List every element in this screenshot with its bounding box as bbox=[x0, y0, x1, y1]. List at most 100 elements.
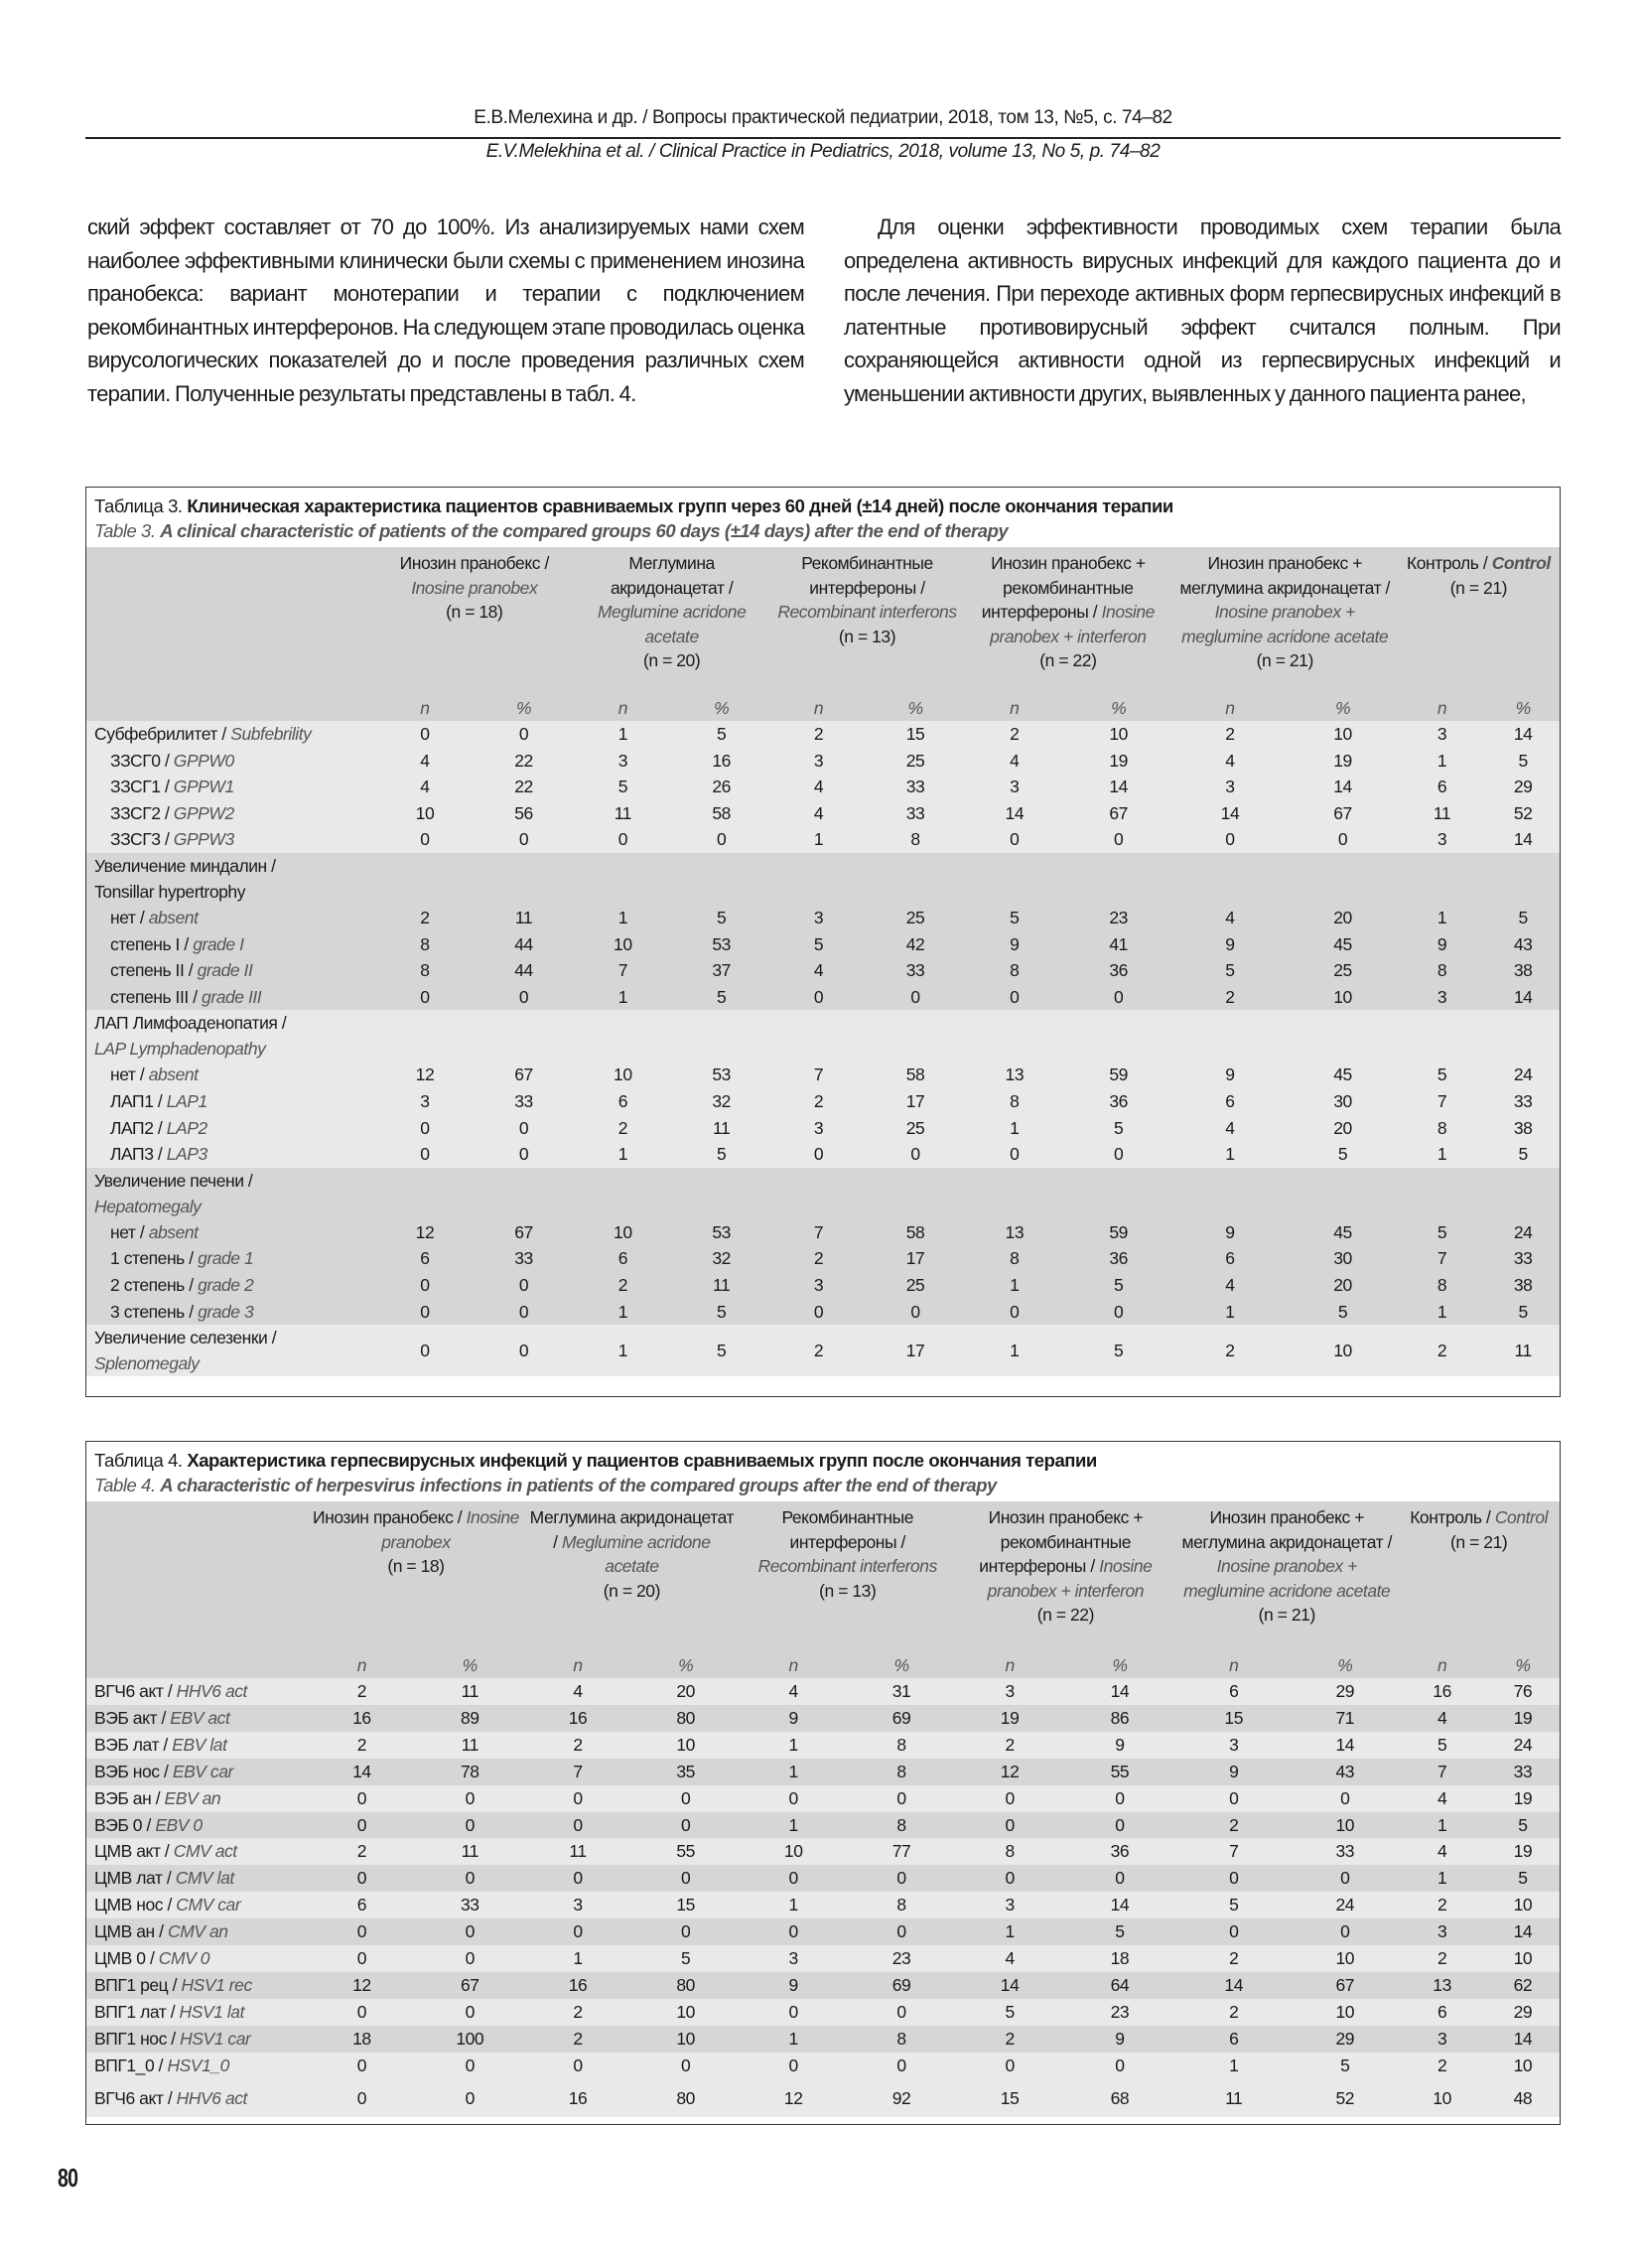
cell-value: 16 bbox=[523, 2078, 632, 2117]
cell-value: 0 bbox=[739, 1998, 848, 2026]
caption-ru: Таблица 3. Клиническая характеристика па… bbox=[94, 494, 1552, 518]
cell-value: 33 bbox=[1485, 1758, 1560, 1785]
cell-value: 100 bbox=[415, 2025, 524, 2053]
cell-value: 5 bbox=[1063, 1918, 1176, 1946]
row-label: нет / absent bbox=[86, 1218, 376, 1246]
row-label-en: absent bbox=[148, 1064, 199, 1085]
cell-value: 80 bbox=[631, 1971, 740, 1999]
caption-label-ru: Таблица 3. bbox=[94, 496, 183, 516]
subheader-percent: % bbox=[474, 695, 574, 721]
caption-label-en: Table 4. bbox=[94, 1475, 156, 1495]
table-row: Субфебрилитет / Subfebrility 0 0 1 5 2 15 2 10 2 1… bbox=[86, 721, 1560, 748]
cell-value: 5 bbox=[1486, 1141, 1560, 1168]
cell-value: 12 bbox=[308, 1971, 416, 1999]
cell-value: 10 bbox=[739, 1838, 848, 1866]
cell-value: 7 bbox=[523, 1758, 632, 1785]
cell-value: 5 bbox=[672, 1325, 770, 1377]
group-header: Инозин пранобекс / Inosine pranobex (n = … bbox=[308, 1501, 524, 1652]
cell-value: 11 bbox=[1397, 799, 1487, 827]
cell-value: 33 bbox=[1292, 1838, 1399, 1866]
group-name-ru: Меглумина акридонацетат / bbox=[610, 553, 734, 598]
empty-cell bbox=[769, 1010, 867, 1063]
cell-value: 1 bbox=[739, 2025, 848, 2053]
cell-value: 4 bbox=[955, 1945, 1064, 1972]
row-label: степень II / grade II bbox=[86, 957, 376, 984]
cell-value: 3 bbox=[1397, 721, 1487, 748]
running-head-ru: Е.В.Мелехина и др. / Вопросы практическо… bbox=[474, 107, 1172, 128]
cell-value: 11 bbox=[573, 799, 673, 827]
row-label-ru: ЦМВ 0 / bbox=[94, 1948, 159, 1969]
cell-value: 43 bbox=[1486, 930, 1560, 958]
cell-value: 6 bbox=[1171, 1087, 1289, 1115]
cell-value: 18 bbox=[308, 2025, 416, 2053]
cell-value: 16 bbox=[1398, 1678, 1486, 1705]
header-blank bbox=[86, 1501, 309, 1652]
cell-value: 6 bbox=[573, 1087, 673, 1115]
cell-value: 0 bbox=[769, 1298, 867, 1326]
cell-value: 0 bbox=[1064, 983, 1172, 1011]
group-header: Инозин пранобекс + меглумина акридонацет… bbox=[1175, 1501, 1399, 1652]
group-header: Рекомбинантные интерфероны / Recombinant… bbox=[769, 547, 965, 695]
cell-value: 0 bbox=[523, 1918, 632, 1946]
empty-cell bbox=[1064, 1167, 1172, 1219]
row-label-ru: ЗЗСГ1 / bbox=[110, 777, 174, 797]
empty-cell bbox=[1486, 852, 1560, 905]
empty-cell bbox=[1486, 1167, 1560, 1219]
cell-value: 15 bbox=[1175, 1704, 1293, 1732]
row-label-ru: Увеличение печени / bbox=[94, 1170, 253, 1191]
row-label-ru: ВПГ1_0 / bbox=[94, 2055, 168, 2075]
cell-value: 0 bbox=[474, 983, 574, 1011]
cell-value: 37 bbox=[672, 957, 770, 984]
cell-value: 6 bbox=[308, 1892, 416, 1919]
cell-value: 5 bbox=[1486, 1298, 1560, 1326]
cell-value: 29 bbox=[1485, 1998, 1560, 2026]
cell-value: 59 bbox=[1064, 1062, 1172, 1088]
cell-value: 33 bbox=[1486, 1087, 1560, 1115]
empty-cell bbox=[1397, 852, 1487, 905]
row-label: ЛАП Лимфоаденопатия / LAP Lymphadenopathy bbox=[86, 1010, 376, 1063]
row-label: нет / absent bbox=[86, 1062, 376, 1088]
table-caption: Таблица 3. Клиническая характеристика па… bbox=[86, 488, 1560, 547]
cell-value: 0 bbox=[523, 2052, 632, 2079]
cell-value: 8 bbox=[847, 2025, 956, 2053]
cell-value: 1 bbox=[573, 721, 673, 748]
cell-value: 10 bbox=[1485, 2052, 1560, 2079]
cell-value: 38 bbox=[1486, 1114, 1560, 1142]
cell-value: 2 bbox=[573, 1114, 673, 1142]
row-label-en: HSV1_0 bbox=[167, 2055, 229, 2075]
row-label-ru: степень I / bbox=[110, 933, 194, 954]
row-label: 1 степень / grade 1 bbox=[86, 1245, 376, 1272]
group-header-row: Инозин пранобекс / Inosine pranobex (n = … bbox=[86, 1501, 1560, 1652]
group-name-en: Inosine pranobex + interferon bbox=[990, 602, 1155, 646]
cell-value: 36 bbox=[1064, 957, 1172, 984]
cell-value: 0 bbox=[1063, 1811, 1176, 1839]
group-n: (n = 22) bbox=[1036, 1605, 1095, 1625]
cell-value: 0 bbox=[769, 1141, 867, 1168]
cell-value: 25 bbox=[1288, 957, 1398, 984]
cell-value: 9 bbox=[1175, 1758, 1293, 1785]
cell-value: 8 bbox=[1397, 957, 1487, 984]
cell-value: 2 bbox=[955, 2025, 1064, 2053]
cell-value: 10 bbox=[1485, 1945, 1560, 1972]
cell-value: 4 bbox=[1171, 747, 1289, 775]
row-label: ВПГ1_0 / HSV1_0 bbox=[86, 2052, 309, 2079]
cell-value: 10 bbox=[1288, 1325, 1398, 1377]
row-label-ru: ВПГ1 лат / bbox=[94, 2001, 180, 2022]
page-number: 80 bbox=[58, 2163, 78, 2193]
table-row: ЦМВ лат / CMV lat 0 0 0 0 0 0 0 0 0 0 1 5 bbox=[86, 1865, 1560, 1893]
cell-value: 2 bbox=[1398, 1945, 1486, 1972]
group-n: (n = 20) bbox=[603, 1580, 661, 1601]
row-label-en: grade 2 bbox=[198, 1274, 254, 1295]
cell-value: 0 bbox=[964, 983, 1065, 1011]
cell-value: 8 bbox=[955, 1838, 1064, 1866]
cell-value: 18 bbox=[1063, 1945, 1176, 1972]
cell-value: 0 bbox=[1064, 1298, 1172, 1326]
row-label: степень I / grade I bbox=[86, 930, 376, 958]
table-row: ЗЗСГ2 / GPPW2 10 56 11 58 4 33 14 67 14 67 11 52 bbox=[86, 799, 1560, 827]
header-rule bbox=[85, 137, 1561, 139]
empty-cell bbox=[964, 1010, 1065, 1063]
subheader-n: n bbox=[523, 1652, 632, 1678]
empty-cell bbox=[1171, 852, 1289, 905]
row-label: ВГЧ6 акт / HHV6 act bbox=[86, 2078, 309, 2117]
cell-value: 0 bbox=[474, 826, 574, 853]
